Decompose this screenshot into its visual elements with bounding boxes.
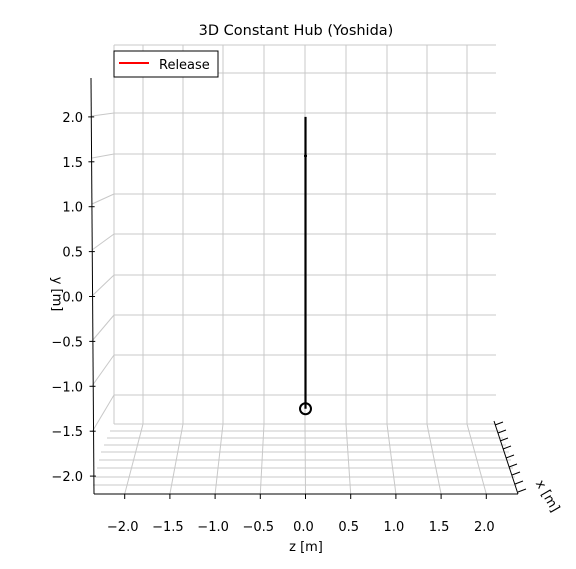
left-pane-grid	[91, 274, 115, 297]
y-axis-label: y [m]	[49, 277, 64, 312]
z-tick-label: −0.5	[243, 520, 275, 535]
left-pane-grid	[91, 112, 115, 117]
y-tick-label: 1.0	[62, 201, 83, 216]
floor-grid-zline	[214, 423, 224, 495]
left-pane-grid	[91, 193, 115, 205]
z-tick-label: 0.0	[293, 520, 314, 535]
x-axis-ticks	[494, 421, 527, 493]
z-tick-label: 0.5	[338, 520, 359, 535]
z-tick-label: 1.0	[384, 520, 405, 535]
z-tick-label: −1.5	[152, 520, 184, 535]
y-tick-label: 0.5	[62, 246, 83, 261]
y-tick-label: −1.0	[51, 380, 83, 395]
floor-grid-zline	[169, 423, 184, 495]
x-tick-mark	[508, 463, 518, 468]
z-axis-ticks: −2.0 −1.5 −1.0 −0.5 0.0 0.5 1.0 1.5 2.0	[107, 494, 495, 535]
floor-grid-zline	[466, 423, 487, 495]
x-tick-mark	[505, 454, 515, 459]
x-tick-mark	[511, 471, 521, 476]
y-tick-label: −2.0	[51, 470, 83, 485]
left-pane-grid	[91, 394, 115, 433]
y-axis-line	[90, 77, 95, 495]
y-axis-ticks: −2.0 −1.5 −1.0 −0.5 0.0 0.5 1.0 1.5 2.0	[51, 111, 96, 485]
y-tick-label: 1.5	[62, 156, 83, 171]
floor-grid-zline	[124, 423, 144, 495]
y-tick-label: 2.0	[62, 111, 83, 126]
floor-grid-zline	[259, 423, 265, 495]
x-tick-mark	[502, 445, 512, 450]
series-layer	[299, 116, 312, 416]
z-tick-label: 2.0	[474, 520, 495, 535]
left-pane-grid	[91, 233, 115, 251]
z-tick-label: 1.5	[429, 520, 450, 535]
y-tick-label: −0.5	[51, 335, 83, 350]
x-tick-mark	[494, 421, 504, 426]
legend: Release	[113, 50, 219, 78]
floor-grid-zline	[304, 423, 306, 495]
y-tick-label: −1.5	[51, 425, 83, 440]
z-tick-label: −1.0	[197, 520, 229, 535]
x-tick-mark	[497, 429, 507, 434]
floor-grid-zline	[345, 423, 352, 495]
floor-grid-zline	[386, 423, 397, 495]
x-tick-mark	[514, 480, 524, 485]
legend-label-release: Release	[159, 58, 210, 73]
x-tick-mark	[499, 437, 509, 442]
floor-grid-zline	[426, 423, 442, 495]
z-axis-label: z [m]	[289, 540, 323, 555]
z-tick-label: −2.0	[107, 520, 139, 535]
x-tick-mark	[517, 488, 527, 493]
left-pane-grid	[91, 314, 115, 342]
chart-title: 3D Constant Hub (Yoshida)	[199, 23, 394, 39]
hub-marker	[299, 402, 312, 416]
left-pane-grid	[91, 153, 115, 159]
y-tick-label: 0.0	[62, 291, 83, 306]
left-pane-grid	[91, 354, 115, 387]
